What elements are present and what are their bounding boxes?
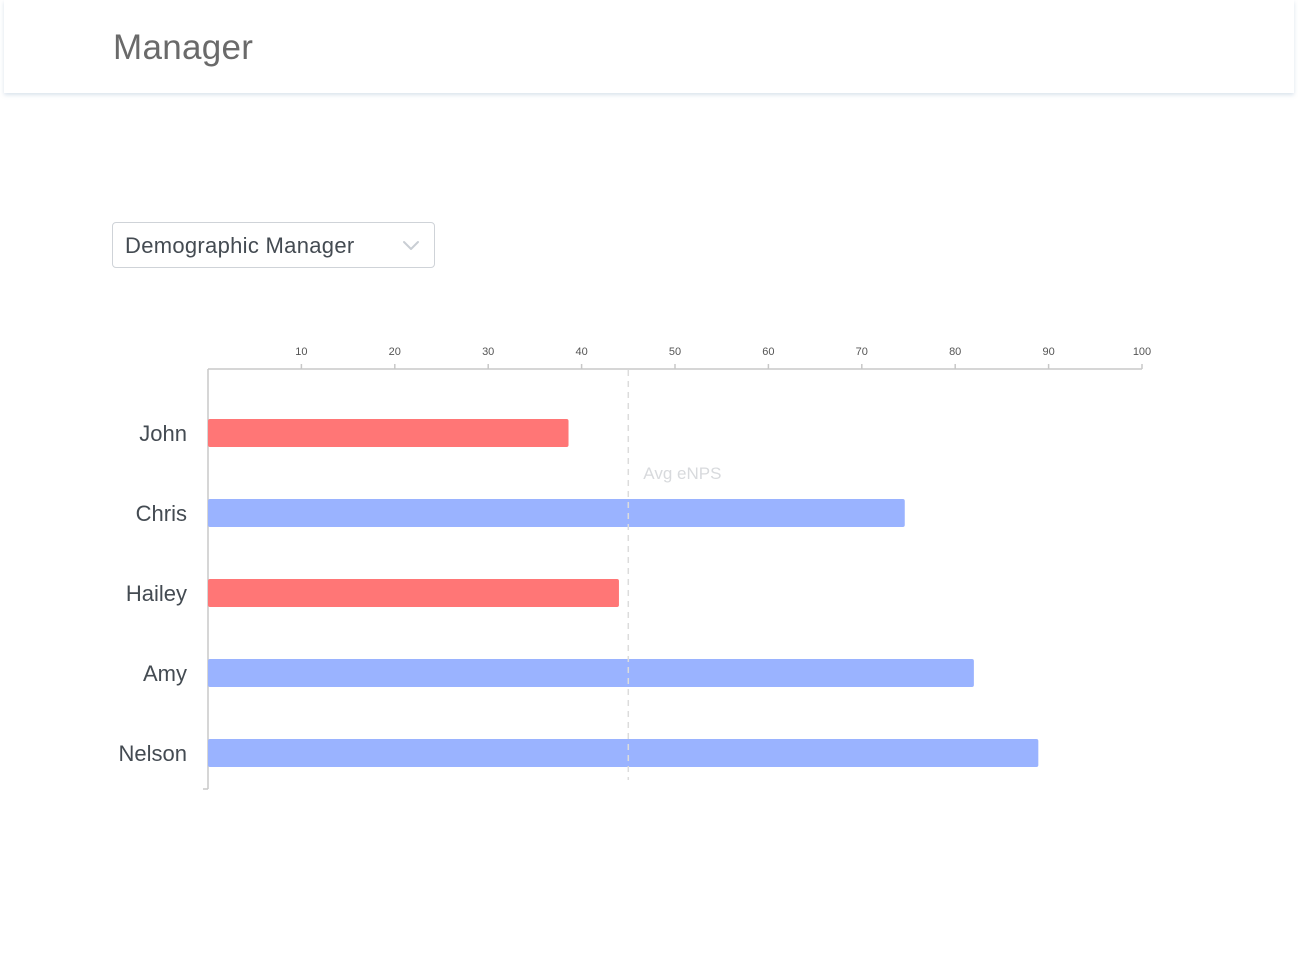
x-tick-label: 10 [295,346,307,358]
dropdown-selected-value: Demographic Manager [125,233,355,258]
bar [208,659,974,687]
category-label: Chris [136,501,187,526]
category-label: John [139,421,187,446]
page-header: Manager [4,0,1294,93]
x-tick-label: 30 [482,346,494,358]
avg-enps-label: Avg eNPS [643,464,721,483]
chevron-down-icon [403,241,419,250]
x-tick-label: 90 [1042,346,1054,358]
demographic-dropdown[interactable]: Demographic Manager [112,222,435,268]
x-tick-label: 100 [1133,346,1151,358]
category-label: Nelson [119,741,187,766]
x-tick-label: 50 [669,346,681,358]
category-label: Hailey [126,581,187,606]
x-tick-label: 80 [949,346,961,358]
bar [208,499,905,527]
x-tick-label: 40 [575,346,587,358]
x-tick-label: 60 [762,346,774,358]
bar [208,579,619,607]
x-tick-label: 20 [389,346,401,358]
category-label: Amy [143,661,187,686]
bar [208,739,1039,767]
x-tick-label: 70 [856,346,868,358]
page-title: Manager [113,28,254,67]
bar [208,419,569,447]
